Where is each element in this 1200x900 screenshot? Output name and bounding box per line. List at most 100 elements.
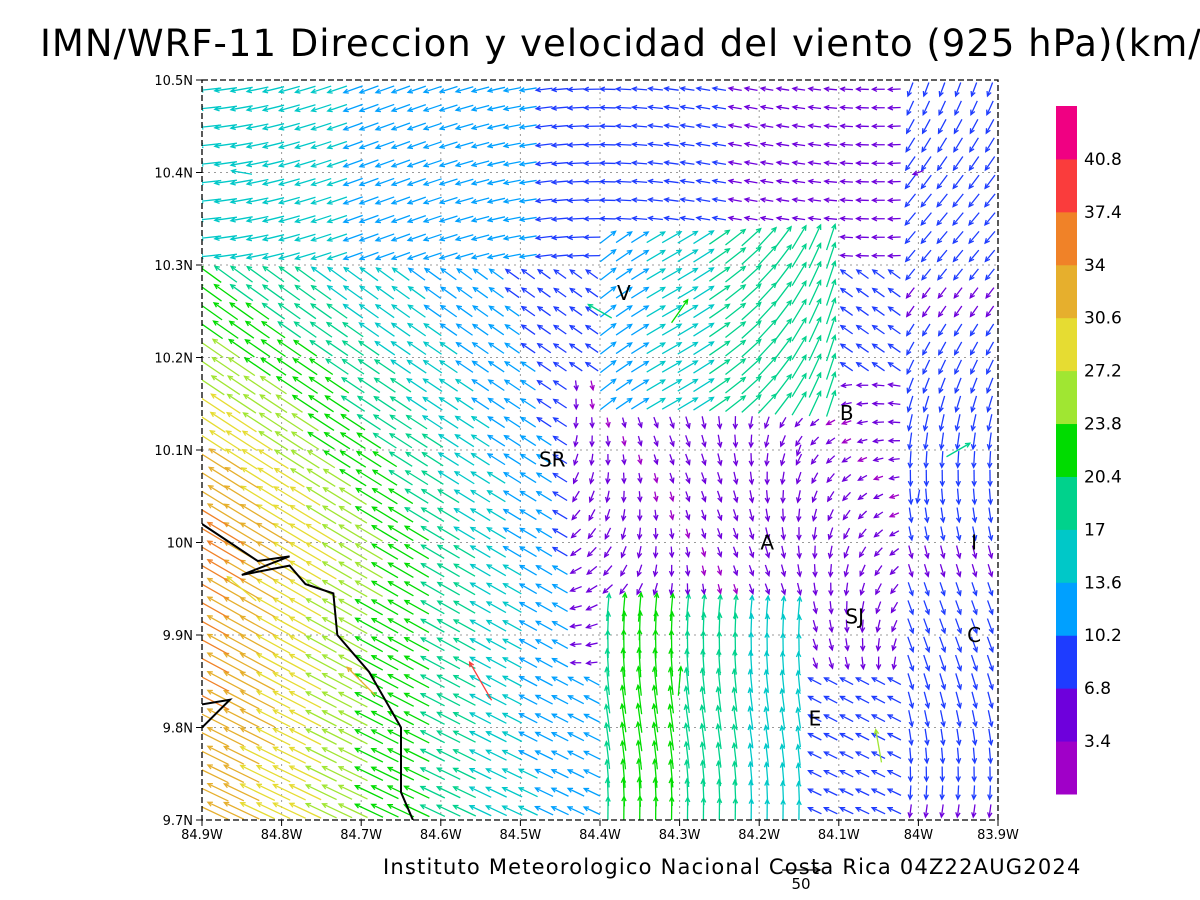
wind-vector: [701, 490, 706, 502]
wind-vector-head: [685, 592, 692, 599]
wind-vector: [701, 686, 706, 713]
wind-vector: [733, 490, 738, 503]
wind-vector-head: [550, 732, 558, 738]
wind-vector: [355, 692, 384, 708]
wind-vector: [808, 714, 822, 723]
wind-vector-head: [886, 732, 894, 738]
wind-vector-head: [651, 684, 658, 691]
wind-vector: [371, 562, 399, 579]
wind-vector: [648, 217, 663, 221]
wind-vector-head: [663, 160, 670, 166]
wind-vector-head: [854, 677, 862, 683]
wind-vector: [256, 709, 291, 728]
wind-vector-head: [855, 160, 862, 166]
wind-vector: [874, 529, 884, 538]
wind-vector: [338, 561, 368, 579]
wind-vector: [375, 341, 396, 356]
wind-vector-head: [536, 398, 543, 404]
wind-vector: [263, 234, 285, 241]
wind-vector-head: [244, 338, 251, 345]
wind-vector: [504, 398, 521, 410]
wind-vector: [781, 670, 785, 693]
wind-vector: [258, 431, 289, 451]
wind-vector-head: [659, 231, 667, 237]
wind-vector-head: [796, 613, 802, 621]
wind-vector-head: [573, 422, 579, 430]
wind-vector: [487, 105, 506, 111]
wind-vector: [376, 267, 395, 282]
wind-vector: [923, 654, 930, 671]
wind-vector-head: [438, 360, 446, 366]
wind-vector-head: [191, 597, 196, 601]
wind-vector: [909, 785, 912, 800]
wind-vector: [214, 105, 238, 110]
wind-vector-head: [759, 104, 767, 111]
wind-vector: [406, 433, 428, 449]
wind-vector-head: [552, 343, 560, 349]
wind-vector: [535, 657, 553, 668]
wind-vector: [922, 359, 931, 374]
wind-vector-head: [764, 479, 770, 486]
wind-vector-head: [907, 794, 914, 801]
wind-vector-head: [986, 368, 992, 375]
wind-vector: [518, 750, 538, 761]
wind-vector: [987, 526, 993, 541]
wind-vector: [375, 140, 395, 149]
wind-vector-head: [325, 358, 332, 364]
wind-vector: [324, 413, 350, 431]
wind-vector: [568, 106, 585, 109]
wind-vector: [587, 546, 597, 557]
wind-vector: [387, 692, 415, 707]
wind-vector: [717, 650, 721, 676]
wind-vector-head: [968, 256, 975, 263]
wind-vector: [469, 712, 492, 725]
wind-vector-head: [354, 691, 361, 698]
wind-vector-head: [486, 180, 494, 186]
wind-vector-head: [470, 143, 478, 149]
wind-vector: [840, 88, 853, 91]
wind-vector-head: [422, 254, 430, 260]
wind-vector-head: [534, 657, 542, 663]
wind-vector: [774, 392, 792, 415]
wind-vector-head: [855, 215, 862, 222]
wind-vector-head: [838, 788, 846, 794]
wind-vector: [953, 249, 964, 262]
wind-vector-head: [939, 480, 946, 488]
wind-vector-head: [582, 234, 590, 241]
wind-vector: [622, 454, 626, 465]
wind-vector-head: [293, 302, 301, 309]
wind-vector: [760, 198, 774, 202]
wind-vector-head: [294, 106, 301, 113]
wind-vector: [637, 703, 643, 733]
wind-vector-head: [937, 274, 943, 281]
wind-vector-head: [213, 283, 220, 290]
wind-vector-head: [420, 600, 427, 606]
wind-vector-head: [455, 341, 462, 348]
wind-vector-head: [795, 669, 802, 676]
wind-vector: [654, 778, 657, 807]
wind-vector-head: [870, 677, 878, 683]
wind-vector: [244, 375, 272, 395]
wind-vector-head: [468, 660, 475, 668]
wind-vector-head: [504, 342, 511, 348]
wind-vector: [693, 267, 714, 282]
wind-vector-head: [715, 704, 721, 711]
wind-vector-head: [258, 412, 265, 418]
wind-vector-head: [358, 218, 365, 224]
wind-vector: [214, 265, 238, 283]
wind-vector-head: [812, 626, 819, 633]
wind-vector-head: [795, 478, 802, 485]
wind-vector: [423, 378, 443, 392]
wind-vector-head: [374, 199, 381, 205]
wind-vector: [638, 611, 641, 641]
wind-vector: [273, 504, 306, 525]
wind-vector: [305, 747, 337, 764]
wind-vector: [808, 788, 822, 796]
wind-vector-head: [209, 411, 216, 418]
wind-vector-head: [955, 757, 962, 765]
wind-vector-head: [727, 141, 734, 148]
wind-vector-head: [520, 287, 527, 293]
wind-vector-head: [274, 412, 282, 419]
wind-vector: [355, 599, 383, 616]
wind-vector-head: [854, 695, 862, 701]
